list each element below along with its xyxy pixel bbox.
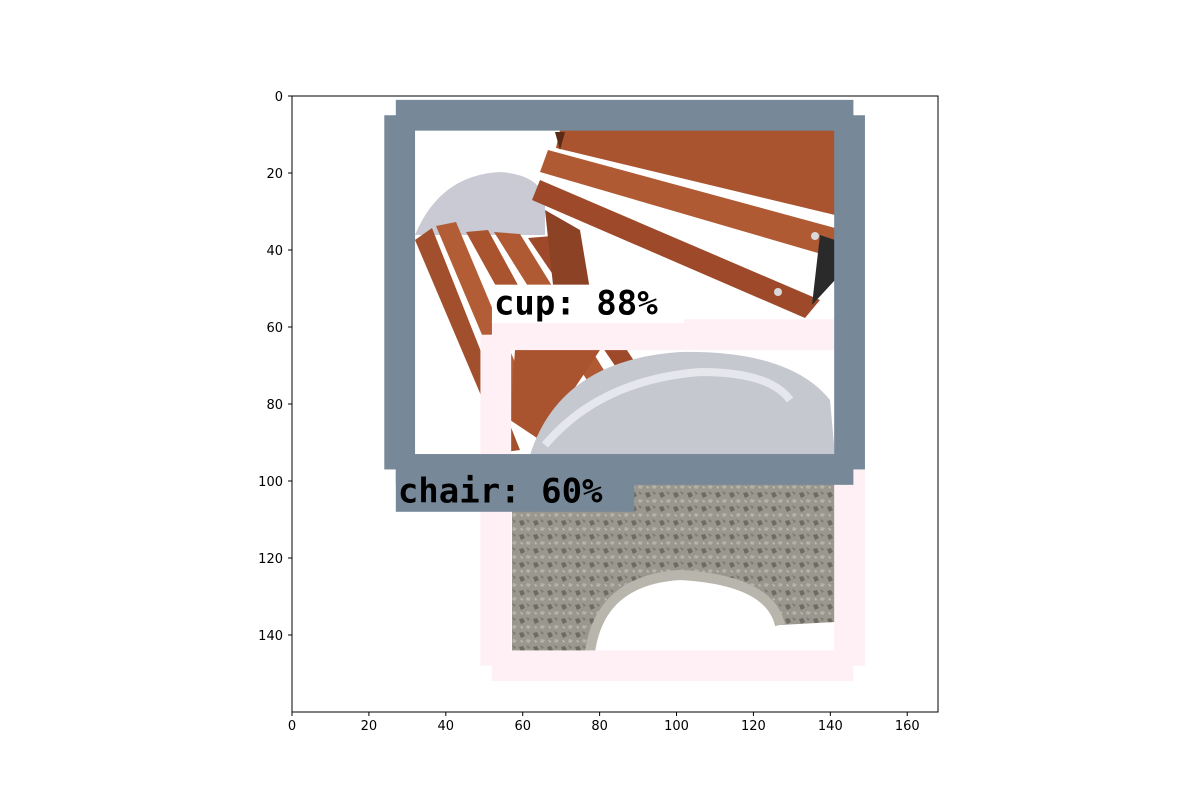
detection-label-text: chair: 60% — [398, 471, 603, 511]
detection-box — [384, 99, 865, 485]
y-tick-label: 100 — [258, 475, 283, 490]
y-tick-label: 40 — [266, 244, 283, 259]
y-tick-label: 80 — [266, 398, 283, 413]
backrest-slats — [532, 130, 835, 318]
x-tick-label: 40 — [438, 719, 455, 734]
y-tick-label: 0 — [275, 90, 283, 105]
y-tick-label: 120 — [258, 552, 283, 567]
x-axis: 0 20 40 60 80 100 120 140 160 — [288, 712, 920, 734]
y-tick-label: 140 — [258, 629, 283, 644]
y-tick-label: 20 — [266, 167, 283, 182]
x-tick-label: 100 — [664, 719, 689, 734]
y-axis: 0 20 40 60 80 100 120 140 — [258, 90, 292, 644]
y-tick-label: 60 — [266, 321, 283, 336]
x-tick-label: 160 — [895, 719, 920, 734]
x-tick-label: 80 — [591, 719, 608, 734]
x-tick-label: 140 — [818, 719, 843, 734]
x-tick-label: 20 — [361, 719, 378, 734]
image-axes: cup: 88% chair: 60% — [292, 96, 938, 712]
detection-label: cup: 88% — [491, 284, 685, 324]
detection-label: chair: 60% — [395, 469, 635, 512]
x-tick-label: 0 — [288, 719, 296, 734]
detection-label-text: cup: 88% — [494, 284, 658, 324]
x-tick-label: 60 — [514, 719, 531, 734]
x-tick-label: 120 — [741, 719, 766, 734]
detections-layer: cup: 88% chair: 60% — [384, 99, 865, 682]
